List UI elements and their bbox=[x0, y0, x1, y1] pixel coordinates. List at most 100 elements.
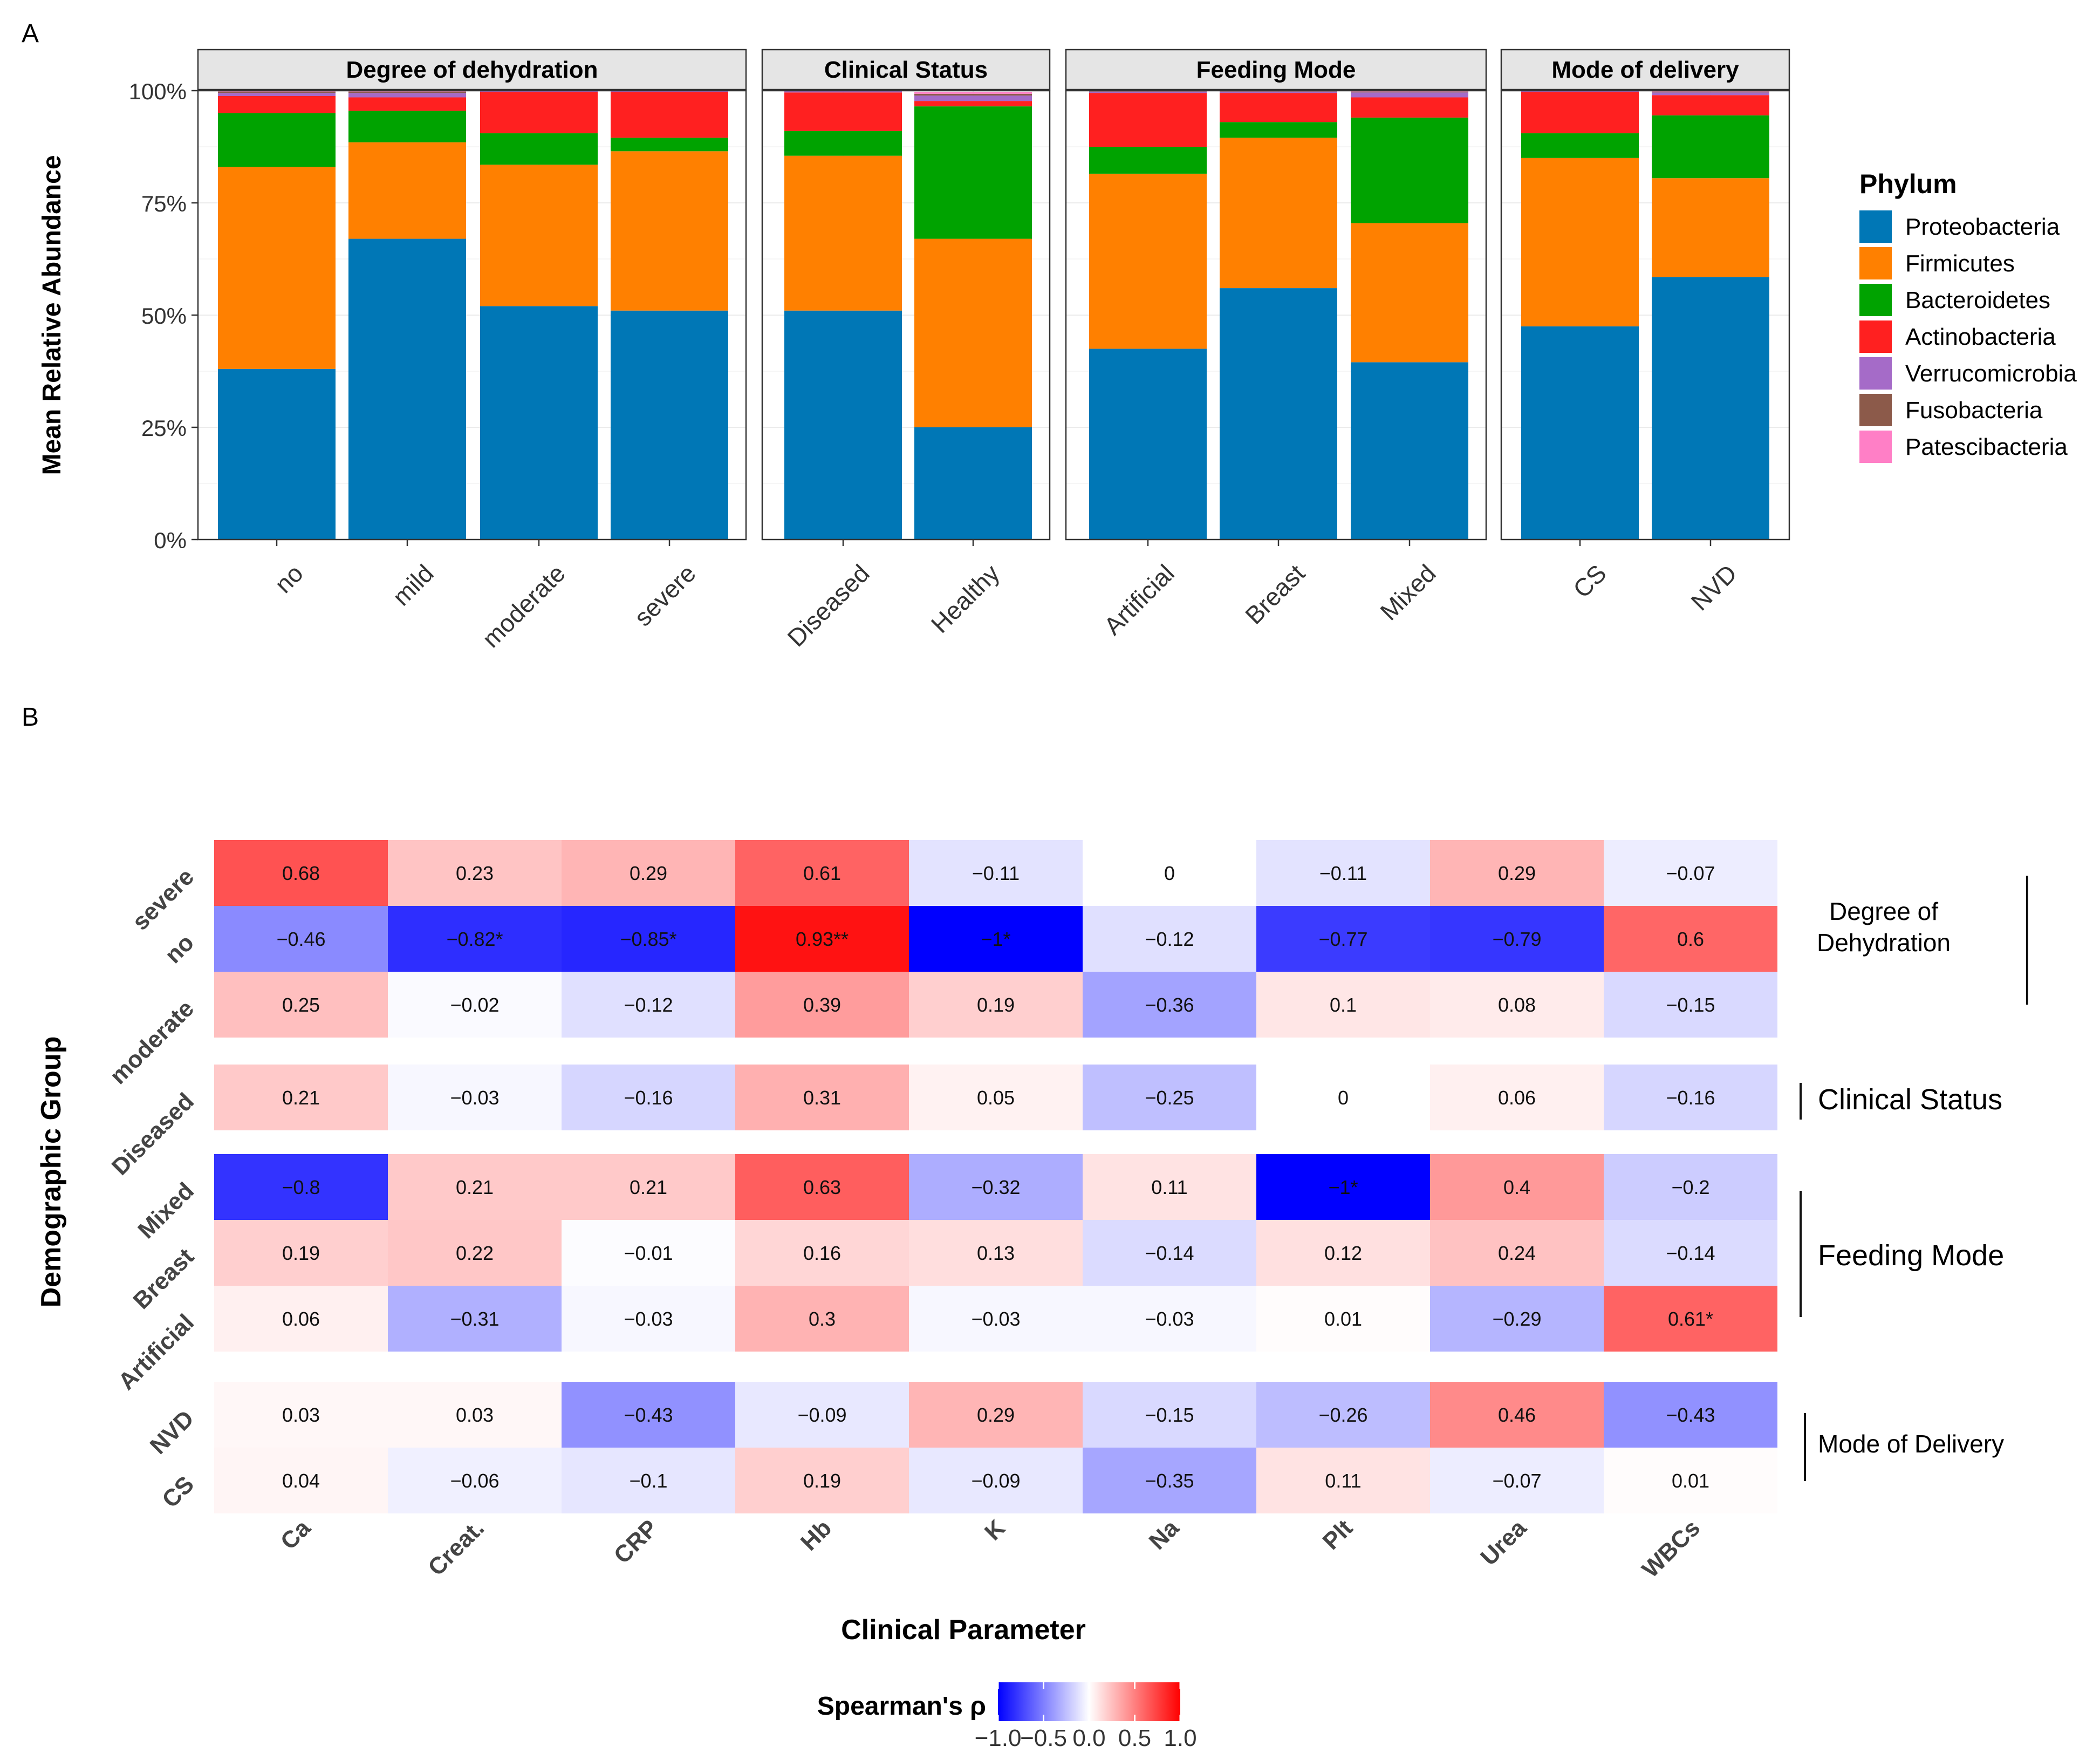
column-label: Plt bbox=[1318, 1515, 1358, 1555]
bar-segment-proteobacteria-breast bbox=[1220, 288, 1337, 540]
legend-swatch bbox=[1859, 284, 1892, 316]
heatmap-cell bbox=[735, 906, 909, 972]
column-label: WBCs bbox=[1637, 1515, 1705, 1582]
heatmap-cell-label: 0.29 bbox=[977, 1404, 1015, 1426]
legend: Phylum Proteobacteria Firmicutes Bacteroide… bbox=[1859, 169, 2077, 463]
heatmap-cell bbox=[1604, 906, 1777, 972]
facet-border bbox=[1500, 90, 1790, 541]
bar-Artificial bbox=[1089, 91, 1207, 540]
legend-swatch bbox=[1859, 357, 1892, 390]
bar-segment-proteobacteria-nvd bbox=[1652, 277, 1769, 540]
legend-item-fusobacteria: Fusobacteria bbox=[1859, 394, 2043, 426]
bar-segment-verrucomicrobia-healthy bbox=[914, 95, 1032, 101]
heatmap-cell bbox=[388, 840, 562, 906]
heatmap-cell bbox=[1083, 1448, 1256, 1513]
heatmap-cell bbox=[909, 1286, 1083, 1352]
y-axis-title: Mean Relative Abundance bbox=[38, 155, 66, 475]
heatmap-cell-label: 0.23 bbox=[456, 862, 494, 884]
heatmap-cell-label: −0.11 bbox=[1319, 862, 1367, 884]
bar-segment-bacteroidetes-no bbox=[218, 113, 336, 167]
heatmap-cell bbox=[214, 1382, 388, 1448]
heatmap-cell-label: 0.06 bbox=[1498, 1087, 1536, 1109]
bar-segment-firmicutes-no bbox=[218, 167, 336, 369]
heatmap-cell bbox=[388, 1382, 562, 1448]
heatmap-cell-label: −0.43 bbox=[624, 1404, 673, 1426]
heatmap-cell bbox=[1083, 1286, 1256, 1352]
heatmap-cell bbox=[1604, 1065, 1777, 1130]
bar-CS bbox=[1521, 91, 1639, 540]
heatmap-cell bbox=[1256, 1065, 1430, 1130]
heatmap-cell-label: −0.07 bbox=[1666, 862, 1715, 884]
heatmap-cell-label: 0.04 bbox=[282, 1470, 320, 1492]
bar-segment-actinobacteria-diseased bbox=[784, 92, 902, 131]
colorbar-tick-label: 0.0 bbox=[1072, 1725, 1105, 1751]
heatmap-cell-label: −0.8 bbox=[282, 1176, 320, 1198]
facet-border bbox=[1065, 90, 1487, 541]
heatmap-cell bbox=[1256, 1154, 1430, 1220]
y-tick-label: 75% bbox=[141, 191, 187, 216]
bar-segment-firmicutes-diseased bbox=[784, 155, 902, 311]
heatmap-cell-label: 0.19 bbox=[977, 994, 1015, 1016]
x-tick-label: NVD bbox=[1685, 559, 1742, 616]
heatmap-cell-label: 0.11 bbox=[1325, 1470, 1361, 1492]
heatmap-cell-label: −0.09 bbox=[971, 1470, 1020, 1492]
column-label: Na bbox=[1144, 1515, 1185, 1555]
heatmap-cell-label: −0.36 bbox=[1145, 994, 1194, 1016]
bar-Healthy bbox=[914, 92, 1032, 540]
heatmap-cell-label: −0.85* bbox=[620, 928, 676, 950]
heatmap-cell-label: 0 bbox=[1338, 1087, 1349, 1109]
heatmap-cell-label: 0.3 bbox=[809, 1308, 836, 1330]
facet-strip bbox=[197, 49, 747, 91]
bar-segment-actinobacteria-artificial bbox=[1089, 93, 1207, 147]
heatmap-cell bbox=[1256, 1220, 1430, 1286]
heatmap-cell-label: 0.21 bbox=[456, 1176, 494, 1198]
heatmap-cell-label: 0.01 bbox=[1672, 1470, 1709, 1492]
heatmap-cell-label: −0.09 bbox=[797, 1404, 846, 1426]
bar-segment-proteobacteria-no bbox=[218, 369, 336, 540]
x-tick-label: Artificial bbox=[1098, 559, 1180, 640]
heatmap-cell bbox=[562, 1382, 735, 1448]
heatmap-cell bbox=[1083, 1382, 1256, 1448]
row-label: moderate bbox=[105, 995, 199, 1089]
heatmap-cell bbox=[1083, 906, 1256, 972]
bar-segment-firmicutes-healthy bbox=[914, 238, 1032, 427]
bar-segment-verrucomicrobia-mixed bbox=[1351, 92, 1468, 98]
y-tick-label: 100% bbox=[129, 79, 187, 104]
heatmap-cell bbox=[214, 906, 388, 972]
heatmap-cell bbox=[214, 1065, 388, 1130]
bar-segment-verrucomicrobia-no bbox=[218, 93, 336, 96]
bar-segment-actinobacteria-breast bbox=[1220, 93, 1337, 122]
x-tick-label: Breast bbox=[1240, 559, 1310, 630]
colorbar-tick-label: −0.5 bbox=[1020, 1725, 1067, 1751]
heatmap-cell-label: 0.08 bbox=[1498, 994, 1536, 1016]
legend-item-firmicutes: Firmicutes bbox=[1859, 247, 2015, 279]
heatmap-cell bbox=[735, 1154, 909, 1220]
x-axis-title: Clinical Parameter bbox=[841, 1614, 1086, 1646]
legend-swatch bbox=[1859, 320, 1892, 353]
heatmap-cell bbox=[1256, 906, 1430, 972]
facet-0: Degree of dehydration no mild moderate sever… bbox=[197, 49, 747, 653]
heatmap-cell bbox=[214, 1448, 388, 1513]
heatmap-cell-label: −0.31 bbox=[450, 1308, 499, 1330]
bar-segment-proteobacteria-mild bbox=[348, 238, 466, 540]
group-label: Degree of bbox=[1829, 897, 1938, 925]
bar-segment-actinobacteria-healthy bbox=[914, 101, 1032, 107]
heatmap-cell-label: 0.46 bbox=[1498, 1404, 1536, 1426]
heatmap-cell-label: 0.21 bbox=[630, 1176, 667, 1198]
legend-label: Fusobacteria bbox=[1905, 397, 2043, 424]
bar-segment-actinobacteria-severe bbox=[611, 92, 728, 138]
heatmap-cell-label: −1* bbox=[981, 928, 1010, 950]
bar-segment-actinobacteria-moderate bbox=[480, 92, 598, 134]
y-tick-label: 25% bbox=[141, 415, 187, 441]
facet-border bbox=[761, 90, 1051, 541]
bar-segment-proteobacteria-moderate bbox=[480, 306, 598, 540]
bar-segment-actinobacteria-mild bbox=[348, 97, 466, 111]
heatmap-cell-label: 0.25 bbox=[282, 994, 320, 1016]
row-label: Artificial bbox=[113, 1309, 199, 1395]
heatmap-cell bbox=[1604, 1154, 1777, 1220]
heatmap-row-cs: 0.04 −0.06 −0.1 0.19 −0.09 −0.35 0.11 −0.07 0.01… bbox=[157, 1448, 1777, 1513]
bar-segment-proteobacteria-mixed bbox=[1351, 362, 1468, 540]
bar-segment-patescibacteria-healthy bbox=[914, 92, 1032, 94]
heatmap-cell-label: −0.03 bbox=[624, 1308, 673, 1330]
group-label: Dehydration bbox=[1817, 929, 1951, 957]
